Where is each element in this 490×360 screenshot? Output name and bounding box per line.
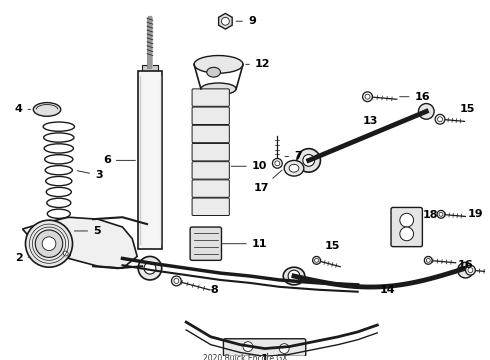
FancyBboxPatch shape: [192, 143, 229, 161]
Circle shape: [365, 94, 370, 99]
Circle shape: [438, 117, 442, 122]
Ellipse shape: [207, 67, 220, 77]
FancyBboxPatch shape: [192, 125, 229, 143]
Text: 9: 9: [236, 16, 256, 26]
Circle shape: [138, 256, 162, 280]
Circle shape: [221, 17, 229, 25]
Circle shape: [315, 258, 318, 262]
Circle shape: [426, 258, 430, 262]
Circle shape: [42, 237, 56, 251]
Text: 6: 6: [103, 156, 135, 165]
Text: 10: 10: [231, 161, 267, 171]
Text: 17: 17: [254, 170, 282, 193]
Circle shape: [400, 227, 414, 241]
Circle shape: [313, 256, 320, 264]
Text: 2: 2: [15, 253, 58, 264]
Text: 15: 15: [460, 104, 475, 114]
Text: 18: 18: [422, 210, 438, 220]
FancyBboxPatch shape: [223, 339, 306, 356]
Circle shape: [418, 104, 434, 119]
Circle shape: [288, 270, 300, 282]
Circle shape: [466, 265, 475, 275]
Circle shape: [243, 342, 253, 351]
Circle shape: [25, 220, 73, 267]
Ellipse shape: [46, 225, 72, 237]
Text: 16: 16: [400, 92, 430, 102]
Circle shape: [279, 344, 289, 354]
FancyBboxPatch shape: [192, 107, 229, 125]
Circle shape: [172, 276, 181, 286]
FancyBboxPatch shape: [192, 89, 229, 106]
Bar: [138, 71, 162, 249]
Text: 14: 14: [379, 285, 395, 295]
Text: 15: 15: [324, 240, 340, 251]
Ellipse shape: [283, 267, 305, 285]
Text: 7: 7: [285, 152, 302, 162]
Circle shape: [400, 213, 414, 227]
Circle shape: [303, 154, 315, 166]
Circle shape: [435, 114, 445, 124]
Bar: [142, 66, 158, 71]
Circle shape: [275, 161, 280, 166]
Text: 8: 8: [211, 285, 219, 295]
Circle shape: [439, 212, 443, 216]
Ellipse shape: [284, 161, 304, 176]
Circle shape: [297, 149, 320, 172]
Text: 19: 19: [467, 209, 483, 219]
Circle shape: [99, 237, 107, 245]
FancyBboxPatch shape: [391, 207, 422, 247]
Circle shape: [144, 262, 156, 274]
Circle shape: [437, 210, 445, 218]
Text: 16: 16: [458, 260, 473, 270]
Circle shape: [363, 92, 372, 102]
Text: 2020 Buick Encore GX: 2020 Buick Encore GX: [203, 355, 287, 360]
Circle shape: [63, 251, 68, 256]
Circle shape: [61, 249, 71, 258]
FancyBboxPatch shape: [190, 227, 221, 260]
Circle shape: [35, 230, 63, 257]
Ellipse shape: [201, 83, 236, 95]
Text: 11: 11: [222, 239, 268, 249]
Circle shape: [272, 158, 282, 168]
Circle shape: [468, 268, 473, 273]
FancyBboxPatch shape: [192, 162, 229, 179]
FancyBboxPatch shape: [192, 180, 229, 197]
Polygon shape: [23, 217, 137, 268]
Text: 13: 13: [363, 116, 378, 126]
Text: 4: 4: [15, 104, 30, 114]
Text: 1: 1: [261, 355, 269, 360]
Text: 3: 3: [77, 170, 103, 180]
FancyBboxPatch shape: [192, 198, 229, 216]
Circle shape: [424, 256, 432, 264]
Circle shape: [458, 262, 473, 278]
Ellipse shape: [288, 163, 300, 173]
Text: 12: 12: [246, 59, 270, 69]
Ellipse shape: [33, 103, 61, 116]
Text: 5: 5: [74, 226, 101, 236]
Ellipse shape: [289, 164, 299, 172]
Circle shape: [174, 279, 179, 283]
Ellipse shape: [194, 55, 243, 73]
